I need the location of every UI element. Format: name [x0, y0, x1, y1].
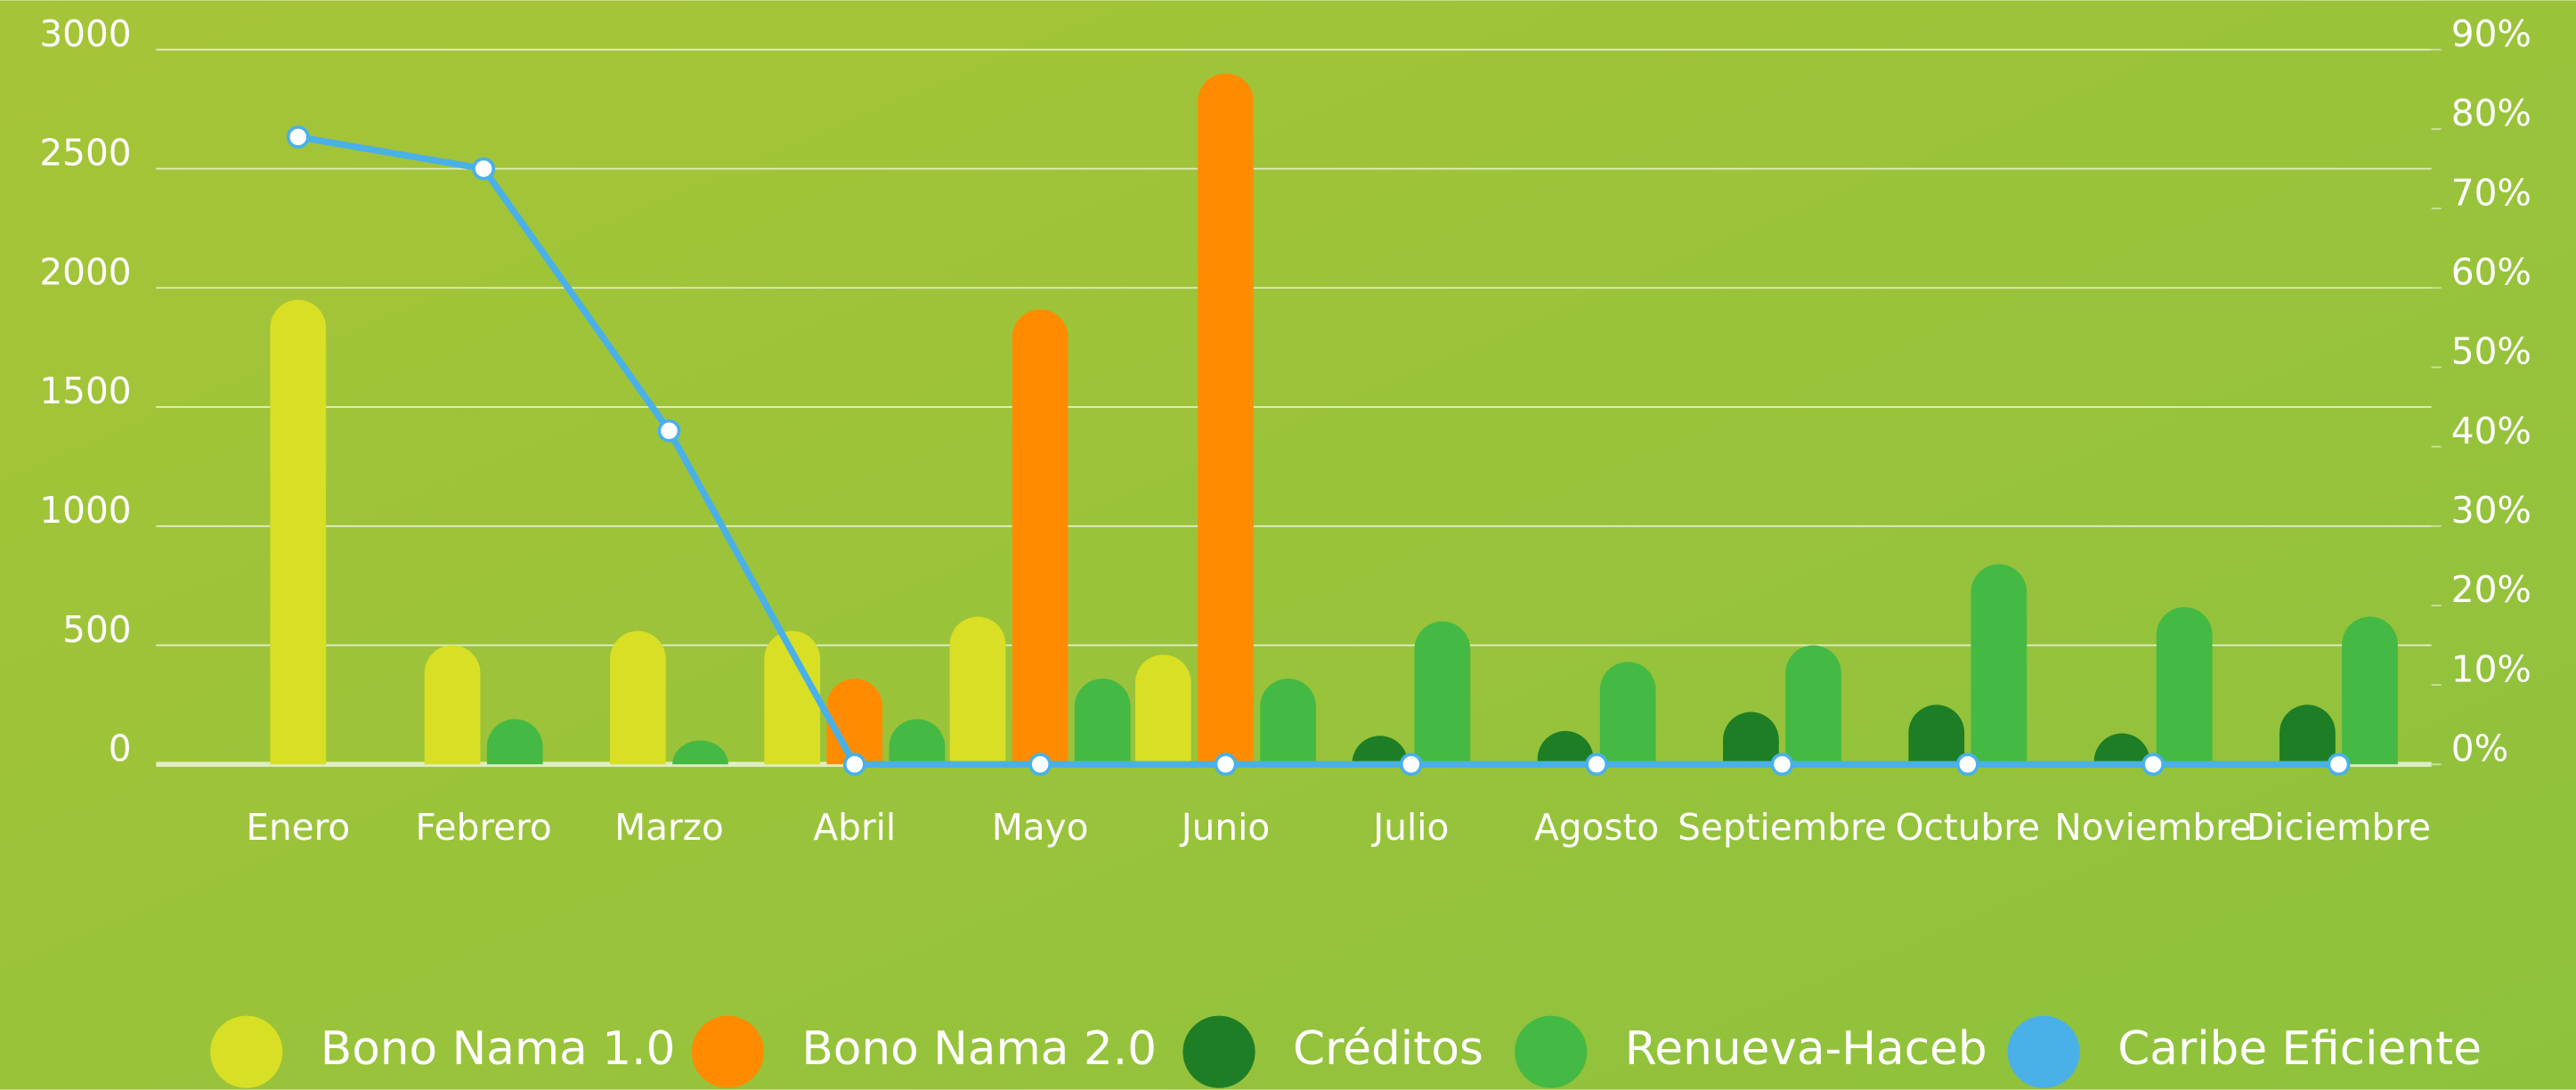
y2-tick-label: 60%	[2451, 250, 2531, 293]
y2-tick-label: 70%	[2451, 171, 2531, 214]
bar	[2093, 733, 2150, 765]
y-tick-label: 1000	[39, 489, 131, 532]
y-tick-label: 3000	[39, 12, 131, 55]
bar	[2342, 616, 2398, 765]
bar	[1723, 712, 1779, 765]
y-tick-label: 2000	[39, 250, 131, 293]
y2-tick-label: 30%	[2451, 489, 2531, 532]
y2-tick-label: 80%	[2451, 92, 2531, 134]
x-tick-label: Febrero	[416, 806, 552, 849]
x-tick-label: Octubre	[1896, 806, 2040, 849]
bar	[1352, 736, 1409, 765]
x-tick-label: Diciembre	[2247, 806, 2431, 849]
bar	[764, 630, 821, 765]
line-point	[657, 419, 681, 443]
y2-tick-label: 0%	[2451, 728, 2508, 770]
bar	[424, 645, 481, 765]
bar	[270, 299, 327, 765]
bar	[1260, 679, 1316, 765]
x-tick-label: Noviembre	[2054, 806, 2251, 849]
legend-label: Bono Nama 2.0	[801, 1022, 1157, 1076]
x-tick-label: Julio	[1370, 806, 1449, 849]
y2-tick-label: 10%	[2451, 647, 2531, 690]
legend-label: Caribe Eficiente	[2117, 1022, 2482, 1076]
x-tick-label: Septiembre	[1678, 806, 1887, 849]
legend-label: Bono Nama 1.0	[321, 1022, 676, 1076]
y-tick-label: 1500	[39, 370, 131, 412]
legend-swatch	[1182, 1015, 1255, 1088]
legend-swatch	[1515, 1015, 1588, 1088]
legend-swatch	[210, 1015, 283, 1088]
line-point	[1770, 752, 1794, 777]
y-tick-label: 500	[62, 608, 131, 651]
x-tick-label: Junio	[1179, 806, 1271, 849]
y-tick-label: 0	[109, 728, 132, 770]
line-point	[2327, 752, 2351, 777]
bar	[1971, 564, 2027, 765]
bar	[1134, 655, 1191, 765]
bar	[1785, 645, 1841, 765]
line-point	[1214, 752, 1238, 777]
line-point	[1028, 752, 1052, 777]
bar	[1537, 730, 1594, 765]
line-point	[472, 157, 496, 181]
y2-tick-label: 20%	[2451, 568, 2531, 611]
line-point	[286, 125, 310, 149]
line-point	[1955, 752, 1979, 777]
bar	[889, 719, 946, 765]
x-tick-label: Abril	[813, 806, 896, 849]
bar	[486, 719, 543, 765]
line-point	[1399, 752, 1423, 777]
legend-swatch	[691, 1015, 764, 1088]
bar	[2156, 606, 2213, 765]
x-tick-label: Mayo	[992, 806, 1089, 849]
y2-tick-label: 90%	[2451, 12, 2531, 55]
bar	[1198, 73, 1254, 765]
bar	[610, 630, 666, 765]
legend-swatch	[2007, 1015, 2080, 1088]
bar	[1012, 309, 1069, 765]
bar	[949, 616, 1006, 765]
bar	[1074, 679, 1131, 765]
line	[297, 134, 2339, 769]
bar	[1414, 621, 1471, 765]
x-tick-label: Agosto	[1534, 806, 1659, 849]
legend-label: Renueva-Haceb	[1625, 1022, 1987, 1076]
line-point	[842, 752, 866, 777]
x-tick-label: Marzo	[614, 806, 724, 849]
bar	[826, 679, 883, 765]
bar	[2279, 704, 2336, 765]
line-point	[1585, 752, 1609, 777]
x-tick-label: Enero	[246, 806, 350, 849]
line-point	[2141, 752, 2166, 777]
y-tick-label: 2500	[39, 132, 131, 175]
bar	[672, 740, 728, 765]
bar	[1908, 704, 1965, 765]
y2-tick-label: 50%	[2451, 330, 2531, 373]
legend-label: Créditos	[1293, 1022, 1483, 1076]
y2-tick-label: 40%	[2451, 410, 2531, 452]
bar	[1599, 662, 1656, 765]
